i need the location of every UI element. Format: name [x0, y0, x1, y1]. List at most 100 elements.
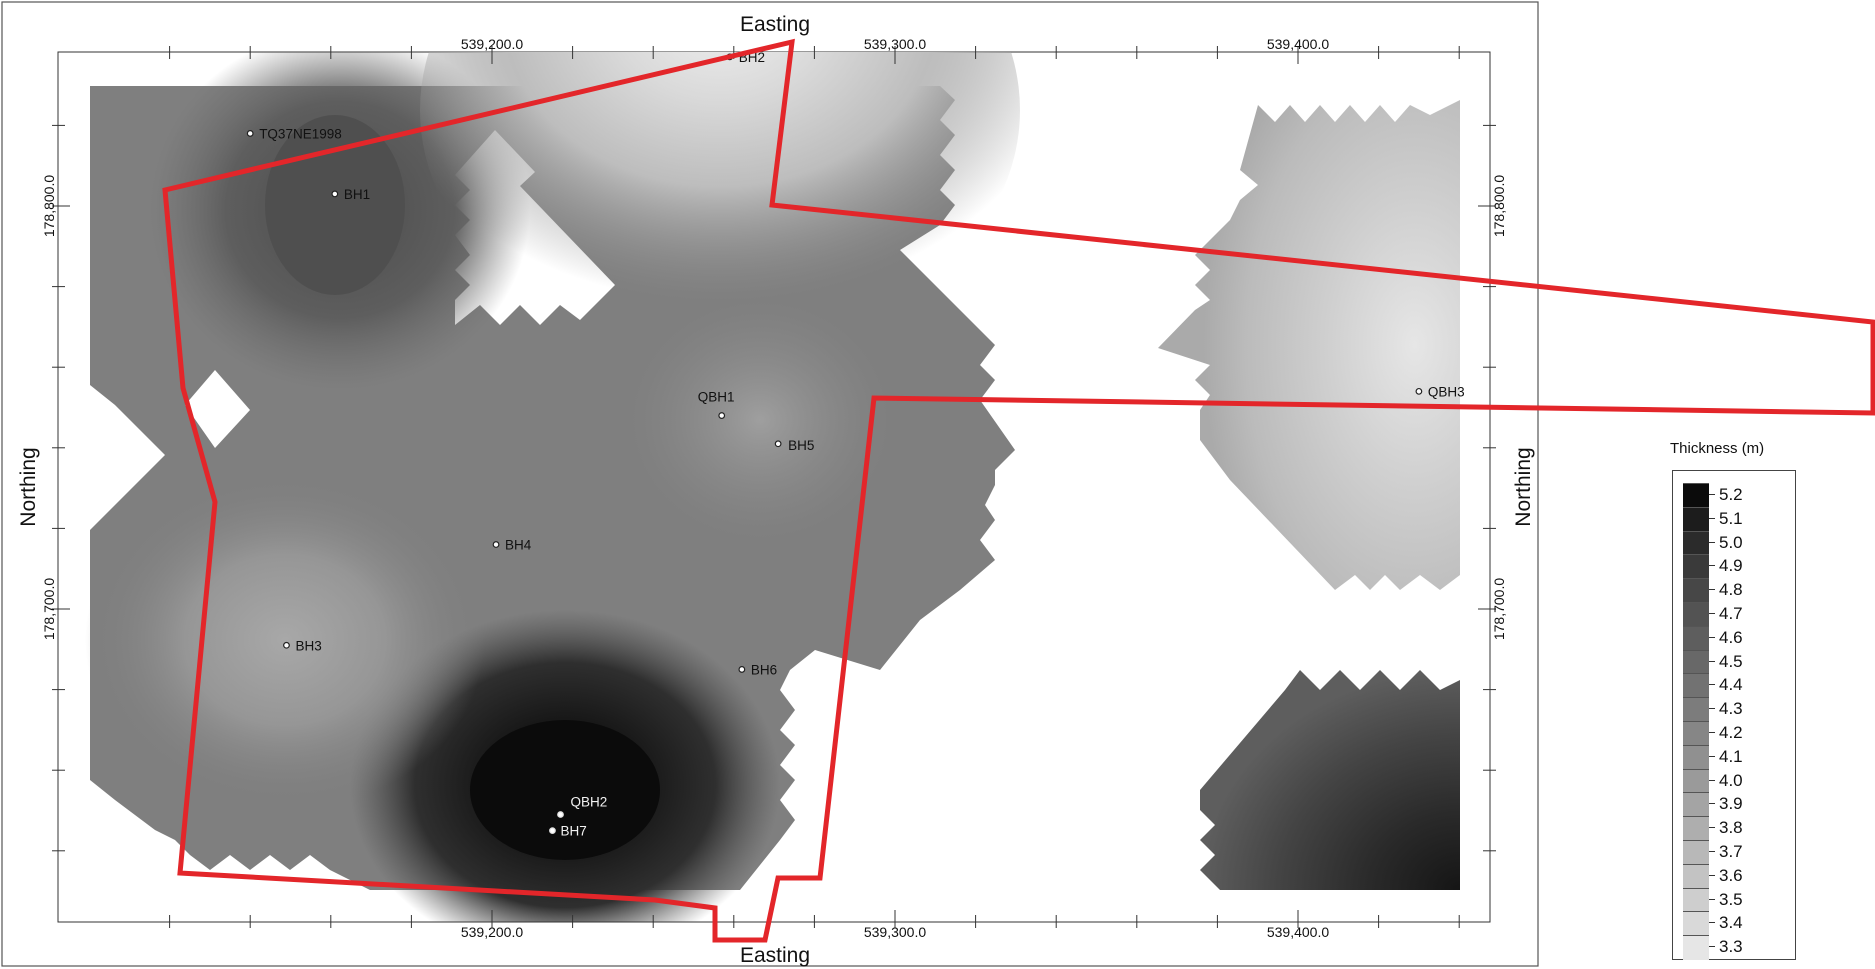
borehole-qbh3: QBH3 [1415, 384, 1465, 399]
legend-tick [1709, 898, 1715, 900]
legend-tick [1709, 922, 1715, 924]
legend-tick [1709, 660, 1715, 662]
axis-title-right: Northing [1512, 447, 1535, 526]
legend-tick [1709, 755, 1715, 757]
axis-title-top: Easting [740, 13, 810, 36]
legend-value-label: 3.6 [1719, 865, 1743, 885]
legend-item: 3.3 [1673, 935, 1795, 961]
legend-item: 4.6 [1673, 625, 1795, 651]
legend-item: 5.1 [1673, 506, 1795, 532]
northing-tick-label-left: 178,800.0 [41, 175, 57, 237]
legend-item: 3.8 [1673, 816, 1795, 842]
legend-value-label: 3.5 [1719, 889, 1743, 909]
borehole-bh4: BH4 [492, 538, 532, 553]
borehole-label: QBH3 [1428, 384, 1465, 399]
legend-swatch [1683, 840, 1709, 865]
legend: 5.2 5.1 5.0 4.9 4.8 4.7 4.6 4.5 4.4 4.3 4.2 4.1 4.0 3… [1672, 470, 1796, 961]
legend-tick [1709, 494, 1715, 495]
borehole-marker-icon [557, 811, 564, 818]
legend-swatch [1683, 863, 1709, 889]
legend-item: 3.9 [1673, 792, 1795, 818]
legend-tick [1709, 565, 1715, 567]
legend-tick [1709, 684, 1715, 686]
borehole-marker-icon [774, 440, 782, 448]
borehole-marker-icon [549, 827, 556, 835]
legend-item: 4.0 [1673, 768, 1795, 794]
borehole-label: BH4 [505, 538, 532, 553]
legend-tick [1709, 517, 1715, 519]
easting-tick-label-top: 539,200.0 [461, 36, 523, 52]
borehole-label: BH1 [344, 187, 370, 202]
legend-swatch [1683, 744, 1709, 770]
legend-tick [1709, 589, 1715, 591]
legend-swatch [1683, 673, 1709, 699]
easting-tick-label-bottom: 539,400.0 [1267, 924, 1329, 940]
easting-tick-label-top: 539,300.0 [864, 36, 926, 52]
easting-tick-label-bottom: 539,300.0 [864, 924, 926, 940]
legend-title: Thickness (m) [1670, 440, 1765, 457]
legend-swatch [1683, 625, 1709, 651]
legend-swatch [1683, 602, 1709, 627]
legend-swatch [1683, 649, 1709, 675]
legend-value-label: 4.0 [1719, 770, 1743, 790]
borehole-marker-icon [718, 412, 726, 419]
easting-tick-label-top: 539,400.0 [1267, 36, 1329, 52]
legend-tick [1709, 732, 1715, 733]
legend-value-label: 3.4 [1719, 913, 1743, 933]
legend-tick [1709, 779, 1715, 781]
legend-swatch [1683, 721, 1709, 746]
legend-value-label: 4.9 [1719, 556, 1743, 576]
legend-value-label: 4.2 [1719, 723, 1743, 742]
legend-tick [1709, 541, 1715, 543]
legend-item: 4.8 [1673, 578, 1795, 604]
legend-value-label: 3.9 [1719, 794, 1743, 814]
legend-swatch [1683, 697, 1709, 723]
borehole-marker-icon [283, 641, 290, 649]
axis-tick-labels: 539,200.0 539,200.0 539,300.0 539,300.0 539,… [41, 36, 1507, 940]
borehole-label: QBH1 [698, 390, 735, 405]
borehole-bh6: BH6 [738, 662, 777, 677]
legend-tick [1709, 851, 1715, 852]
borehole-qbh1: QBH1 [698, 390, 735, 419]
legend-value-label: 4.6 [1719, 627, 1743, 647]
legend-value-label: 5.0 [1719, 532, 1743, 552]
northing-tick-label-right: 178,700.0 [1491, 578, 1507, 640]
axis-title-left: Northing [17, 447, 40, 526]
legend-item: 4.4 [1673, 673, 1795, 699]
legend-item: 4.9 [1673, 554, 1795, 580]
borehole-label: BH3 [295, 638, 321, 653]
legend-item: 5.0 [1673, 530, 1795, 556]
borehole-marker-icon [1415, 387, 1423, 395]
legend-item: 4.5 [1673, 649, 1795, 675]
borehole-label: BH7 [560, 824, 586, 839]
legend-item: 4.7 [1673, 602, 1795, 627]
borehole-label: BH6 [751, 662, 777, 677]
borehole-bh7: BH7 [549, 824, 587, 839]
legend-value-label: 3.7 [1719, 842, 1743, 861]
legend-item: 3.4 [1673, 911, 1795, 937]
easting-tick-label-bottom: 539,200.0 [461, 924, 523, 940]
legend-item: 4.1 [1673, 744, 1795, 770]
axis-title-bottom: Easting [740, 944, 810, 967]
site-boundary [162, 38, 1875, 943]
legend-item: 3.6 [1673, 863, 1795, 889]
borehole-tq37ne1998: TQ37NE1998 [246, 126, 342, 141]
legend-swatch [1683, 935, 1709, 961]
legend-value-label: 4.3 [1719, 699, 1743, 719]
legend-item: 4.3 [1673, 697, 1795, 723]
legend-value-label: 4.8 [1719, 580, 1743, 600]
legend-tick [1709, 827, 1715, 829]
legend-tick [1709, 946, 1715, 948]
borehole-markers: BH1BH2TQ37NE1998BH3BH4BH5QBH1BH6QBH2BH7Q… [246, 50, 1465, 839]
legend-tick [1709, 708, 1715, 710]
legend-item: 4.2 [1673, 721, 1795, 746]
legend-value-label: 3.3 [1719, 937, 1743, 957]
blank-area-west [185, 370, 250, 448]
legend-swatch [1683, 887, 1709, 913]
borehole-bh3: BH3 [283, 638, 322, 653]
legend-value-label: 4.4 [1719, 675, 1743, 695]
contour-area-southeast [1200, 670, 1460, 890]
legend-swatch [1683, 530, 1709, 556]
borehole-bh1: BH1 [331, 187, 370, 202]
legend-swatch [1683, 816, 1709, 842]
